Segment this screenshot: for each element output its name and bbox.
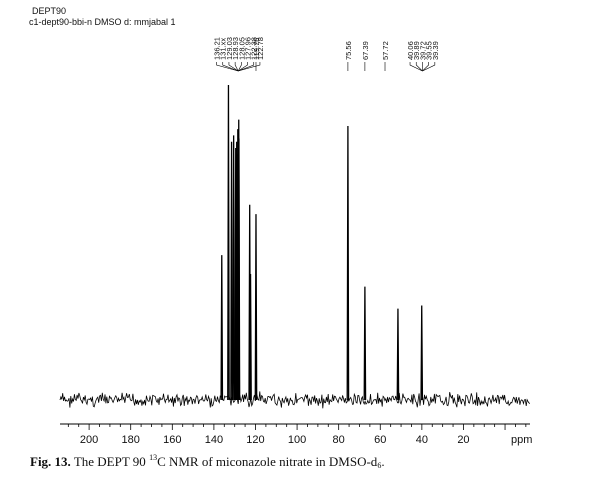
peak-leader-line [234,62,239,72]
spectrum-peak [363,286,367,401]
peak-label: 136.21 [213,37,222,60]
header-subtitle: c1-dept90-bbi-n DMSO d: mmjabal 1 [29,17,176,27]
spectrum-peak [254,214,258,401]
peak-leader-line [409,62,423,72]
peak-label: 128.93 [231,37,240,60]
spectrum-peaks [220,84,424,401]
peak-leader-line [422,62,436,72]
spectrum-peak [346,125,350,401]
peak-label: 39.72 [418,41,427,60]
caption-subscript: 6 [377,461,382,470]
peak-leader-line [238,62,261,72]
caption-superscript: 13 [149,453,158,462]
peak-leader-line [238,62,248,72]
caption-text-middle: C NMR of miconazole nitrate in DMSO-d [157,454,378,469]
header-title: DEPT90 [32,6,66,16]
spectrum-peak [220,255,224,401]
spectrum-peak [227,84,230,401]
x-axis-label: ppm [511,434,532,446]
peak-labels: 136.21131.xx129.03128.93128.05127.96122.… [213,37,440,60]
x-tick-label: 160 [163,434,181,446]
peak-label: 39.39 [431,41,440,60]
peak-label: 39.55 [425,41,434,60]
peak-leader-line [238,62,255,72]
x-tick-label: 100 [288,434,306,446]
spectrum-peak [230,141,233,401]
x-tick-label: 140 [205,434,223,446]
peak-label-leaders [216,62,436,72]
x-tick-label: 80 [333,434,345,446]
x-tick-label: 180 [122,434,140,446]
peak-leader-line [422,62,429,72]
peak-label: 127.96 [244,37,253,60]
peak-label: 122.78 [256,37,265,60]
peak-leader-line [222,62,239,72]
peak-leader-line [228,62,239,72]
spectrum-peak [396,308,400,401]
caption-label: Fig. 13. [30,454,71,469]
peak-label: 40.06 [406,41,415,60]
x-tick-label: 60 [374,434,386,446]
spectrum-peak [420,305,424,401]
peak-label: 119.76 [252,38,261,60]
peak-leader-line [216,62,239,72]
peak-label: 128.05 [237,37,246,60]
spectrum-peak [249,273,252,401]
peak-label: 39.89 [412,41,421,60]
x-tick-label: 120 [246,434,264,446]
caption-text-before: The DEPT 90 [73,454,150,469]
caption-text-after: . [381,454,385,469]
x-tick-label: 40 [416,434,428,446]
peak-label: 131.xx [219,38,228,60]
x-tick-label: 20 [457,434,469,446]
peak-label: 57.72 [381,41,390,60]
peak-label: 129.03 [225,37,234,60]
spectrum-peak [232,135,236,401]
spectrum-peak [237,138,241,401]
baseline-noise [59,391,531,409]
figure-caption: Fig. 13. The DEPT 90 13C NMR of miconazo… [30,453,385,470]
peak-label: 122.38 [250,37,259,60]
peak-label: 75.56 [344,41,353,60]
peak-leader-line [415,62,423,72]
peak-label: 67.39 [361,41,370,60]
peak-leader-line [237,62,242,72]
x-tick-label: 200 [80,434,98,446]
x-axis: 200 180 160 140 120 100 80 60 40 20 [60,423,530,446]
